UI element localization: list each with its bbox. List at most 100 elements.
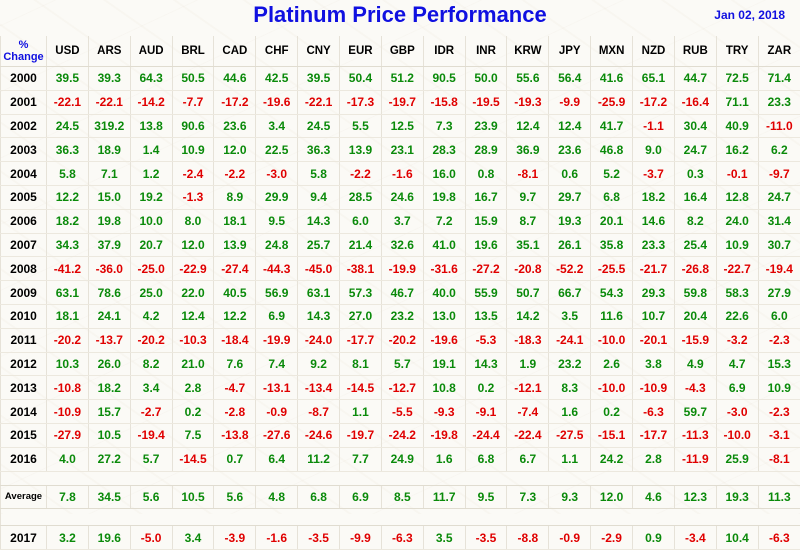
value-cell-chf: -13.1 — [256, 376, 298, 400]
value-cell-jpy: 29.7 — [549, 185, 591, 209]
value-cell-mxn: 46.8 — [591, 138, 633, 162]
value-cell-cad: 23.6 — [214, 114, 256, 138]
value-cell-idr: 19.8 — [423, 185, 465, 209]
value-cell-krw: 7.3 — [507, 485, 549, 509]
value-cell-gbp: 23.1 — [381, 138, 423, 162]
value-cell-rub: -4.3 — [674, 376, 716, 400]
row-label: Average — [1, 485, 47, 509]
value-cell-cad: 12.2 — [214, 304, 256, 328]
value-cell-rub: -16.4 — [674, 90, 716, 114]
value-cell-try: 6.9 — [716, 376, 758, 400]
value-cell-idr: -15.8 — [423, 90, 465, 114]
value-cell-jpy: -27.5 — [549, 423, 591, 447]
value-cell-jpy: 23.2 — [549, 352, 591, 376]
value-cell-inr: 19.6 — [465, 233, 507, 257]
value-cell-eur: 6.0 — [340, 209, 382, 233]
value-cell-usd: 36.3 — [47, 138, 89, 162]
value-cell-zar: -11.0 — [758, 114, 800, 138]
value-cell-inr: 14.3 — [465, 352, 507, 376]
value-cell-nzd: 4.6 — [633, 485, 675, 509]
value-cell-rub: 30.4 — [674, 114, 716, 138]
value-cell-cad: -4.7 — [214, 376, 256, 400]
value-cell-inr: 28.9 — [465, 138, 507, 162]
value-cell-zar: 27.9 — [758, 281, 800, 305]
value-cell-nzd: -10.9 — [633, 376, 675, 400]
value-cell-rub: 25.4 — [674, 233, 716, 257]
value-cell-jpy: 66.7 — [549, 281, 591, 305]
value-cell-gbp: 51.2 — [381, 67, 423, 91]
value-cell-aud: -19.4 — [130, 423, 172, 447]
value-cell-cny: 9.2 — [298, 352, 340, 376]
value-cell-eur: 28.5 — [340, 185, 382, 209]
page-title: Platinum Price Performance — [0, 2, 800, 28]
row-label: 2006 — [1, 209, 47, 233]
value-cell-cny: -22.1 — [298, 90, 340, 114]
row-label: 2017 — [1, 526, 47, 550]
value-cell-idr: 41.0 — [423, 233, 465, 257]
value-cell-chf: -19.9 — [256, 328, 298, 352]
value-cell-inr: 13.5 — [465, 304, 507, 328]
value-cell-gbp: 12.5 — [381, 114, 423, 138]
value-cell-idr: -19.6 — [423, 328, 465, 352]
value-cell-try: 19.3 — [716, 485, 758, 509]
value-cell-nzd: 65.1 — [633, 67, 675, 91]
value-cell-zar: 24.7 — [758, 185, 800, 209]
value-cell-usd: -10.9 — [47, 400, 89, 424]
value-cell-nzd: 14.6 — [633, 209, 675, 233]
value-cell-chf: 6.9 — [256, 304, 298, 328]
value-cell-eur: -9.9 — [340, 526, 382, 550]
value-cell-brl: 22.0 — [172, 281, 214, 305]
value-cell-idr: 7.3 — [423, 114, 465, 138]
value-cell-cny: 24.5 — [298, 114, 340, 138]
value-cell-chf: 56.9 — [256, 281, 298, 305]
value-cell-zar: 30.7 — [758, 233, 800, 257]
value-cell-chf: 22.5 — [256, 138, 298, 162]
value-cell-idr: 1.6 — [423, 447, 465, 471]
value-cell-aud: 13.8 — [130, 114, 172, 138]
value-cell-brl: -7.7 — [172, 90, 214, 114]
value-cell-chf: 7.4 — [256, 352, 298, 376]
value-cell-try: 58.3 — [716, 281, 758, 305]
value-cell-nzd: 18.2 — [633, 185, 675, 209]
value-cell-eur: 1.1 — [340, 400, 382, 424]
value-cell-mxn: 5.2 — [591, 162, 633, 186]
row-label: 2010 — [1, 304, 47, 328]
value-cell-ars: 39.3 — [88, 67, 130, 91]
row-label: 2013 — [1, 376, 47, 400]
value-cell-jpy: 8.3 — [549, 376, 591, 400]
value-cell-ars: 18.9 — [88, 138, 130, 162]
value-cell-brl: 12.4 — [172, 304, 214, 328]
row-label: 2004 — [1, 162, 47, 186]
value-cell-ars: 7.1 — [88, 162, 130, 186]
value-cell-mxn: 2.6 — [591, 352, 633, 376]
value-cell-jpy: 23.6 — [549, 138, 591, 162]
value-cell-rub: -15.9 — [674, 328, 716, 352]
row-label: 2011 — [1, 328, 47, 352]
value-cell-cad: -17.2 — [214, 90, 256, 114]
value-cell-aud: -25.0 — [130, 257, 172, 281]
value-cell-try: 10.4 — [716, 526, 758, 550]
value-cell-cny: -13.4 — [298, 376, 340, 400]
value-cell-zar: -9.7 — [758, 162, 800, 186]
row-label: 2001 — [1, 90, 47, 114]
value-cell-aud: 19.2 — [130, 185, 172, 209]
value-cell-inr: 6.8 — [465, 447, 507, 471]
value-cell-zar: 71.4 — [758, 67, 800, 91]
value-cell-usd: 18.2 — [47, 209, 89, 233]
value-cell-try: 10.9 — [716, 233, 758, 257]
value-cell-usd: 34.3 — [47, 233, 89, 257]
value-cell-mxn: -15.1 — [591, 423, 633, 447]
value-cell-usd: -10.8 — [47, 376, 89, 400]
value-cell-rub: -3.4 — [674, 526, 716, 550]
value-cell-usd: 7.8 — [47, 485, 89, 509]
value-cell-gbp: -12.7 — [381, 376, 423, 400]
value-cell-cny: 39.5 — [298, 67, 340, 91]
value-cell-try: 72.5 — [716, 67, 758, 91]
value-cell-try: 12.8 — [716, 185, 758, 209]
value-cell-usd: 5.8 — [47, 162, 89, 186]
value-cell-nzd: -17.7 — [633, 423, 675, 447]
row-label: 2015 — [1, 423, 47, 447]
value-cell-usd: 10.3 — [47, 352, 89, 376]
